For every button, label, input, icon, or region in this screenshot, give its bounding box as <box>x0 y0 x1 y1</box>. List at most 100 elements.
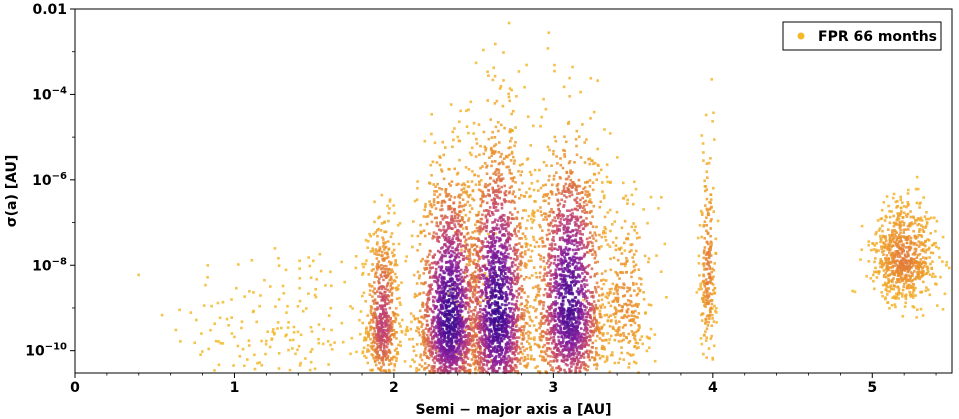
data-point <box>519 347 522 350</box>
data-point <box>373 311 377 314</box>
data-point <box>885 239 888 243</box>
data-point <box>436 354 439 357</box>
data-point <box>453 219 456 223</box>
data-point <box>924 257 928 260</box>
data-point <box>458 196 462 199</box>
data-point <box>880 261 884 264</box>
data-point <box>524 242 528 245</box>
data-point <box>433 370 437 373</box>
data-point <box>497 129 500 133</box>
data-point <box>376 307 379 311</box>
data-point <box>517 70 521 73</box>
data-point <box>481 370 485 373</box>
data-point <box>586 365 590 368</box>
data-point <box>390 322 394 326</box>
data-point <box>881 294 884 298</box>
data-point <box>385 329 388 332</box>
data-point <box>386 282 389 286</box>
data-point <box>393 272 397 276</box>
data-point <box>518 242 521 245</box>
data-point <box>591 341 595 345</box>
data-point <box>404 329 408 333</box>
data-point <box>314 295 318 299</box>
data-point <box>404 259 407 263</box>
data-point <box>598 233 601 237</box>
data-point <box>398 301 402 304</box>
data-point <box>538 345 541 349</box>
data-point <box>469 193 472 197</box>
data-point <box>514 126 517 129</box>
data-point <box>373 281 376 284</box>
data-point <box>564 182 568 186</box>
data-point <box>607 293 611 297</box>
data-point <box>419 223 422 227</box>
data-point <box>634 315 638 319</box>
data-point <box>620 316 623 319</box>
data-point <box>700 211 704 215</box>
data-point <box>440 369 444 372</box>
data-point <box>597 247 601 251</box>
data-point <box>631 333 635 337</box>
data-point <box>381 245 385 248</box>
data-point <box>465 191 468 195</box>
data-point <box>895 281 898 284</box>
data-point <box>480 335 484 338</box>
data-point <box>906 266 910 269</box>
data-point <box>495 223 499 226</box>
data-point <box>897 287 901 291</box>
data-point <box>553 135 557 139</box>
data-point <box>570 360 573 364</box>
data-point <box>552 174 556 178</box>
data-point <box>458 365 461 368</box>
data-point <box>897 278 901 281</box>
data-point <box>487 367 490 371</box>
data-point <box>512 190 515 193</box>
data-point <box>579 90 582 94</box>
data-point <box>433 190 436 193</box>
data-point <box>563 155 567 158</box>
data-point <box>502 368 506 371</box>
data-point <box>928 256 931 259</box>
data-point <box>386 270 390 274</box>
data-point <box>364 262 367 266</box>
data-point <box>613 306 617 309</box>
data-point <box>374 248 378 251</box>
data-point <box>893 255 897 258</box>
data-point <box>548 174 551 178</box>
data-point <box>421 322 424 326</box>
data-point <box>875 250 878 254</box>
data-point <box>518 318 521 321</box>
data-point <box>377 322 380 325</box>
data-point <box>468 251 472 254</box>
data-point <box>638 236 641 239</box>
data-point <box>544 319 548 323</box>
data-point <box>490 136 494 139</box>
data-point <box>628 303 632 306</box>
data-point <box>375 319 379 323</box>
data-point <box>560 192 564 195</box>
data-point <box>475 285 478 288</box>
data-point <box>595 353 598 357</box>
data-point <box>904 301 907 305</box>
data-point <box>514 243 517 247</box>
data-point <box>430 365 434 368</box>
data-point <box>397 284 400 287</box>
data-point <box>547 178 551 182</box>
data-point <box>896 236 900 239</box>
data-point <box>389 321 393 325</box>
data-point <box>423 362 427 365</box>
data-point <box>623 249 627 252</box>
data-point <box>510 369 513 372</box>
data-point <box>462 204 466 208</box>
data-point <box>589 291 592 294</box>
data-point <box>911 272 914 275</box>
data-point <box>456 213 459 216</box>
data-point <box>468 204 472 207</box>
data-point <box>466 304 469 307</box>
data-point <box>494 181 498 184</box>
data-point <box>464 271 467 275</box>
data-point <box>525 63 528 67</box>
data-point <box>438 228 441 232</box>
data-point <box>622 197 626 200</box>
data-point <box>538 301 542 304</box>
